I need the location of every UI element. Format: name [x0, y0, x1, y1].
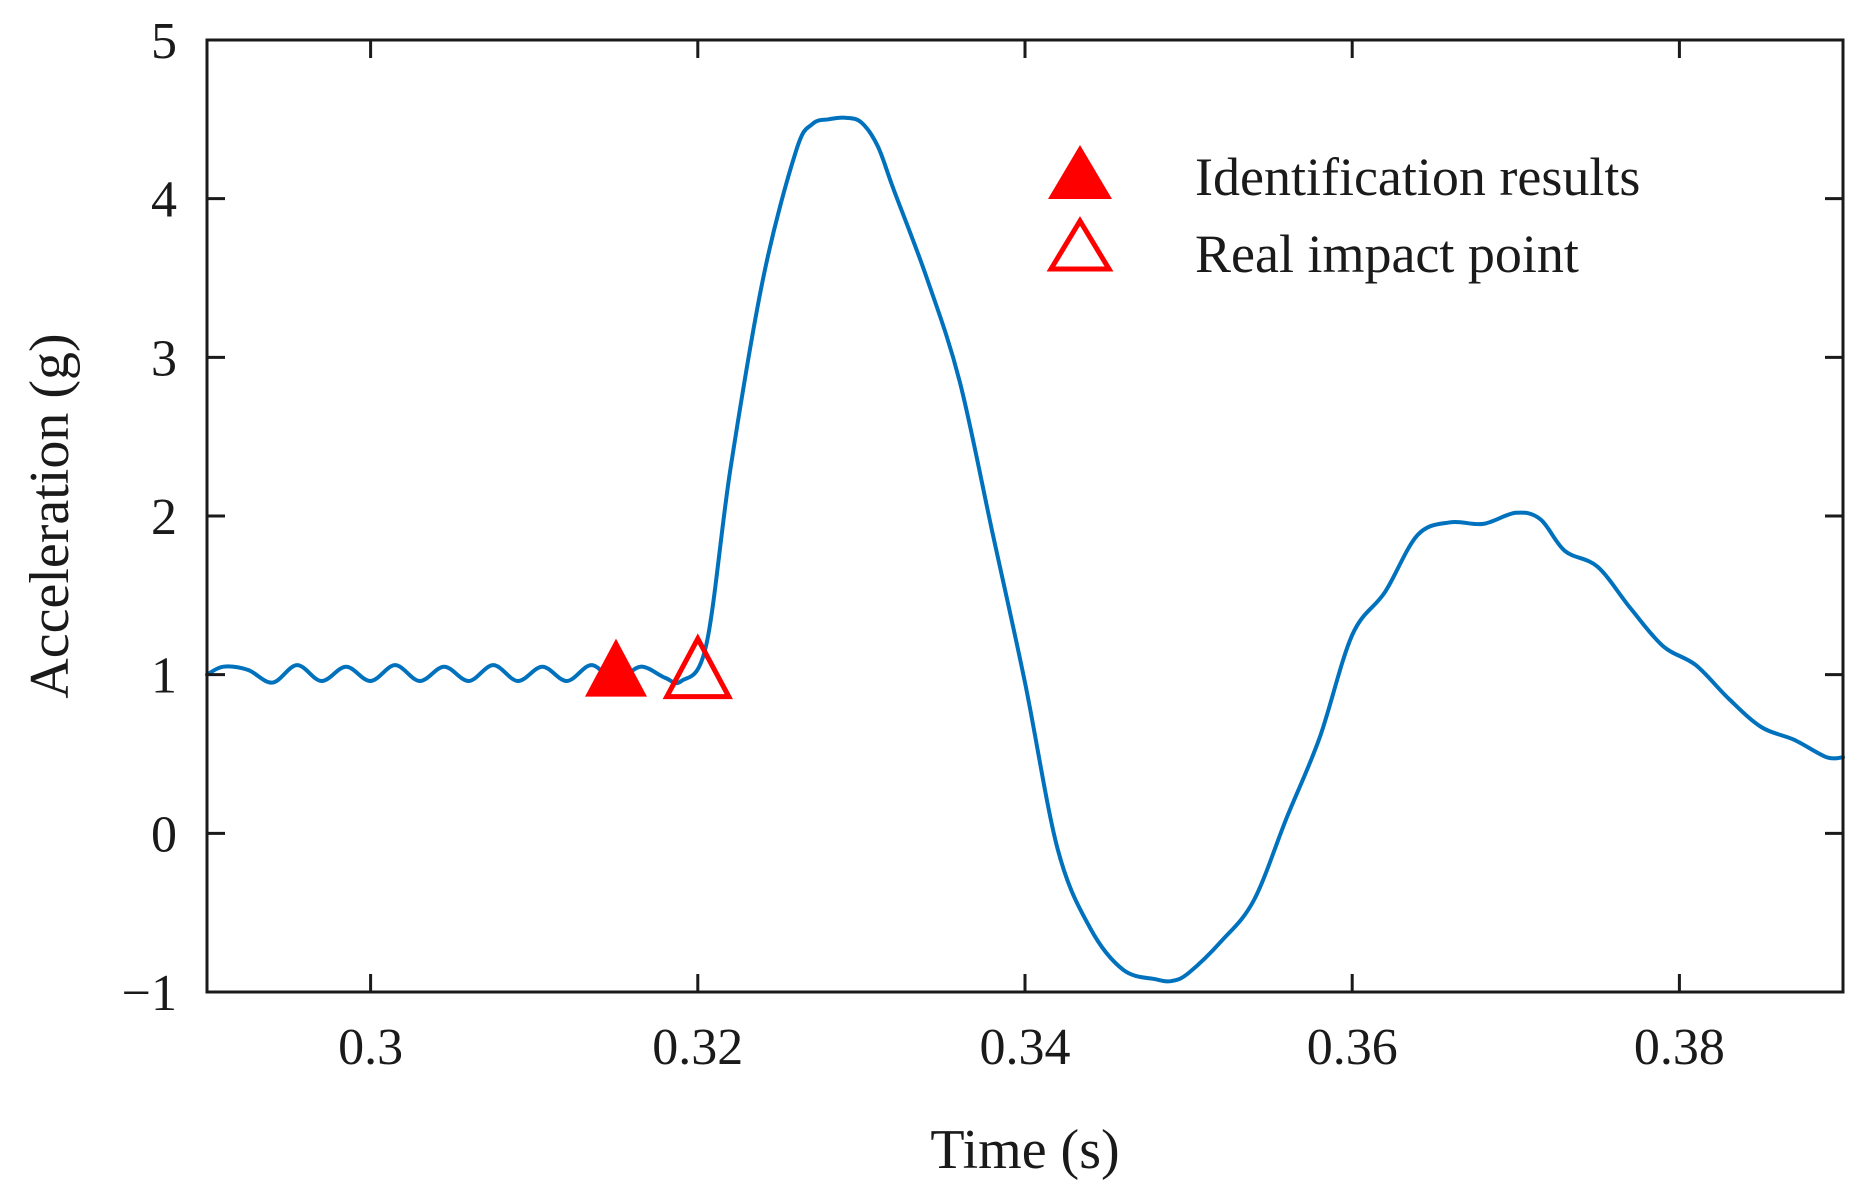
axis-ticks [207, 38, 1843, 994]
legend-label-real-impact-point: Real impact point [1195, 224, 1579, 284]
axis-tick-labels: 0.3 0.32 0.34 0.36 0.38 −1 0 1 2 3 4 5 [122, 13, 1725, 1076]
legend-open-triangle-icon [1046, 216, 1114, 272]
real-impact-point-marker [662, 633, 733, 700]
x-tick-label: 0.32 [652, 1019, 743, 1076]
y-tick-label: 2 [151, 489, 177, 546]
y-tick-label: −1 [122, 965, 177, 1022]
acceleration-series-line [205, 115, 1845, 984]
x-tick-label: 0.3 [338, 1019, 403, 1076]
plot-area [205, 115, 1845, 984]
legend: Identification results Real impact point [1046, 145, 1640, 284]
x-tick-label: 0.34 [980, 1019, 1071, 1076]
x-tick-label: 0.36 [1307, 1019, 1398, 1076]
x-axis-title: Time (s) [930, 1119, 1119, 1181]
y-tick-label: 0 [151, 806, 177, 863]
legend-filled-triangle-icon [1048, 145, 1112, 199]
legend-label-identification-results: Identification results [1195, 147, 1640, 207]
y-tick-label: 4 [151, 172, 177, 229]
y-axis-title: Acceleration (g) [19, 333, 81, 698]
y-tick-label: 3 [151, 330, 177, 387]
x-tick-label: 0.38 [1634, 1019, 1725, 1076]
y-tick-label: 5 [151, 13, 177, 70]
identification-result-marker [585, 638, 647, 697]
y-tick-label: 1 [151, 648, 177, 705]
